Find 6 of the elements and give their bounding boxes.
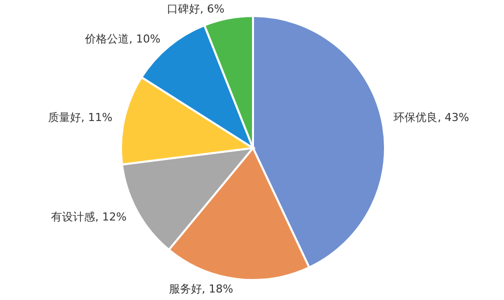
- slice-label: 环保优良, 43%: [394, 110, 470, 124]
- slice-label: 口碑好, 6%: [166, 2, 224, 16]
- slice-label: 有设计感, 12%: [51, 210, 127, 224]
- slice-label: 价格公道, 10%: [84, 32, 160, 46]
- slice-label: 质量好, 11%: [48, 110, 112, 124]
- slice-label: 服务好, 18%: [168, 282, 234, 296]
